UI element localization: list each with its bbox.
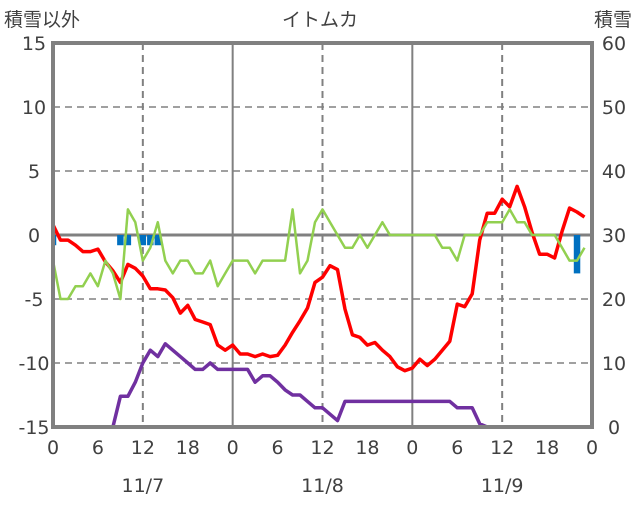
x-tick-label: 18 xyxy=(355,437,379,459)
y-tick-right: 40 xyxy=(602,161,626,183)
x-tick-label: 6 xyxy=(451,437,463,459)
date-label: 11/9 xyxy=(481,475,524,497)
left-axis-title: 積雪以外 xyxy=(4,9,80,31)
x-tick-label: 6 xyxy=(92,437,104,459)
y-tick-left: -5 xyxy=(25,289,44,311)
precip-bar xyxy=(573,235,581,274)
plot-border xyxy=(51,41,594,429)
y-tick-left: 10 xyxy=(22,97,46,119)
x-tick-label: 0 xyxy=(227,437,239,459)
precip-bar xyxy=(139,235,147,246)
y-tick-right: 30 xyxy=(602,225,626,247)
precip-bar xyxy=(154,235,162,246)
chart-title: イトムカ xyxy=(282,9,358,31)
date-label: 11/7 xyxy=(121,475,164,497)
y-tick-left: 5 xyxy=(28,161,40,183)
y-tick-right: 20 xyxy=(602,289,626,311)
x-tick-label: 0 xyxy=(406,437,418,459)
x-tick-label: 6 xyxy=(272,437,284,459)
y-tick-left: 15 xyxy=(22,33,46,55)
precip-bar xyxy=(147,235,154,246)
red-series-line xyxy=(51,184,586,373)
y-tick-right: 60 xyxy=(602,33,626,55)
x-tick-label: 0 xyxy=(47,437,59,459)
y-tick-left: -15 xyxy=(18,417,49,439)
x-tick-label: 18 xyxy=(535,437,559,459)
y-tick-left: 0 xyxy=(28,225,40,247)
x-tick-label: 12 xyxy=(310,437,334,459)
green-series-line xyxy=(51,208,586,301)
x-tick-label: 12 xyxy=(490,437,514,459)
purple-series-line xyxy=(53,342,585,429)
right-axis-title: 積雪 xyxy=(594,9,632,31)
date-label: 11/8 xyxy=(301,475,344,497)
y-tick-right: 10 xyxy=(602,353,626,375)
x-tick-label: 18 xyxy=(176,437,200,459)
precip-bar xyxy=(117,235,124,246)
x-tick-label: 12 xyxy=(131,437,155,459)
x-tick-label: 0 xyxy=(586,437,598,459)
y-tick-right: 50 xyxy=(602,97,626,119)
y-tick-left: -10 xyxy=(18,353,49,375)
precip-bar xyxy=(124,235,132,246)
y-tick-right: 0 xyxy=(608,417,620,439)
